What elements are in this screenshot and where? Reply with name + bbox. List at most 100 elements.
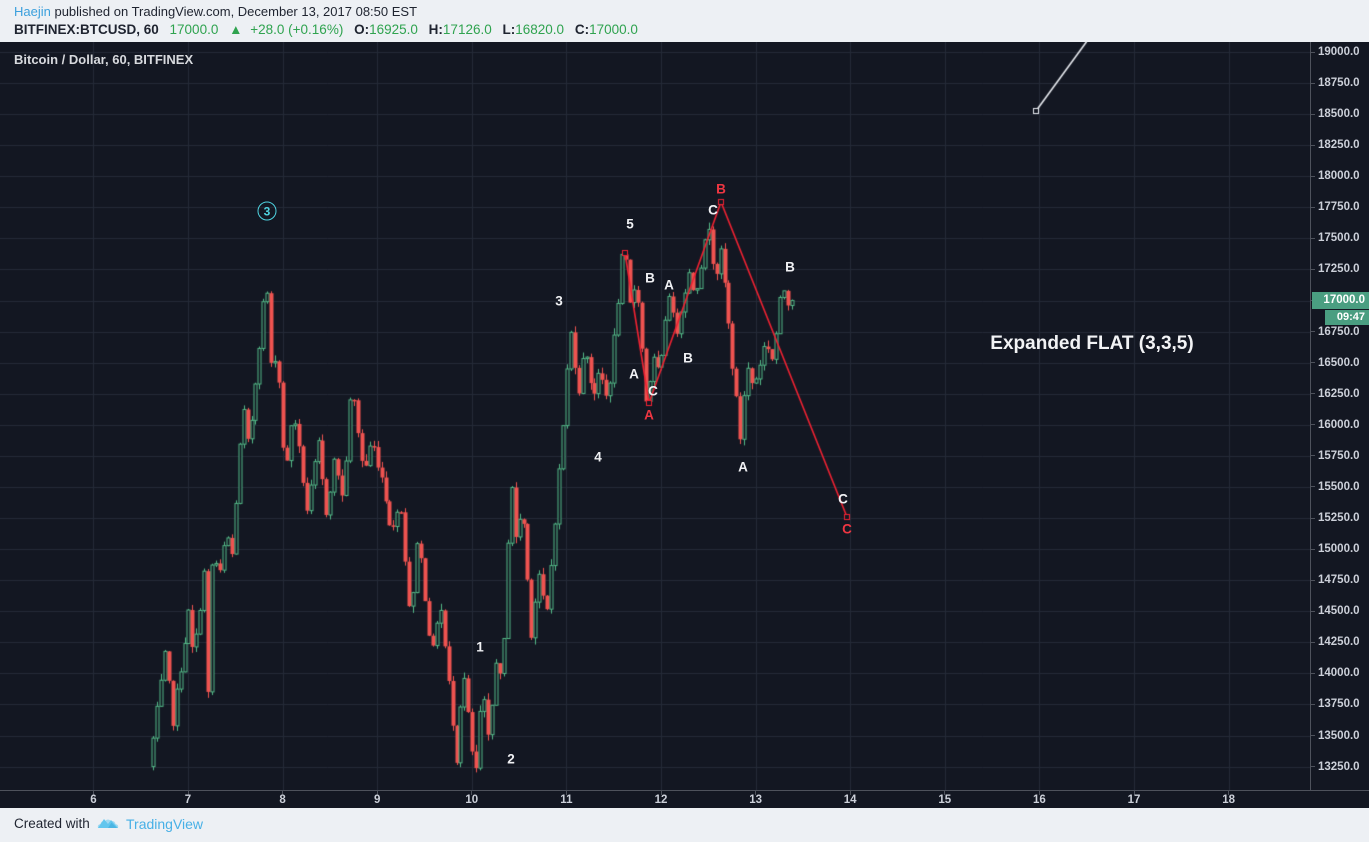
time-axis-label: 13	[749, 794, 762, 806]
price-tick	[1311, 735, 1315, 737]
wave-label-b: B	[645, 270, 655, 286]
price-tick	[1311, 175, 1315, 177]
time-tick	[282, 791, 284, 795]
price-tick	[1311, 51, 1315, 53]
price-tick	[1311, 579, 1315, 581]
price-axis-label: 14000.0	[1318, 667, 1360, 680]
price-tick	[1311, 766, 1315, 768]
created-with-text: Created with	[14, 816, 90, 831]
tradingview-brand-link[interactable]: TradingView	[126, 816, 204, 832]
price-axis[interactable]: 17000.0 09:47 19000.0 18750.0 18500.0 18250…	[1310, 42, 1369, 790]
wave-label-b: B	[683, 350, 693, 366]
wave-label-a: A	[664, 277, 674, 293]
price-axis-label: 19000.0	[1318, 46, 1360, 58]
tradingview-logo-icon[interactable]	[96, 815, 120, 833]
wave-label-2: 2	[507, 751, 515, 767]
wave-circled-3-label: 3	[257, 201, 277, 221]
time-axis-label: 9	[373, 794, 381, 806]
price-axis-label: 18000.0	[1318, 170, 1360, 183]
time-axis-label: 11	[560, 794, 573, 806]
low-value: 16820.0	[515, 22, 565, 37]
wave-label-5: 5	[626, 216, 634, 232]
price-axis-label: 15250.0	[1318, 512, 1360, 525]
low-label: L:	[502, 22, 516, 37]
time-axis-label: 16	[1032, 794, 1046, 806]
snapshot-footer: Created with TradingView	[0, 808, 1369, 842]
time-axis[interactable]: 6 7 8 9 10 11 12 13 14 15 16 17 18	[0, 790, 1369, 808]
price-tick	[1311, 610, 1315, 612]
time-axis-label: 12	[654, 794, 668, 806]
publish-text: published on TradingView.com, December 1…	[50, 4, 418, 19]
time-tick	[187, 791, 189, 795]
wave-label-c: C	[708, 202, 718, 218]
wave-label-4: 4	[594, 449, 602, 465]
last-price: 17000.0	[169, 22, 219, 37]
price-tick	[1311, 144, 1315, 146]
time-axis-label: 10	[465, 794, 479, 806]
time-tick	[849, 791, 851, 795]
close-label: C:	[574, 22, 590, 37]
open-value: 16925.0	[369, 22, 418, 37]
time-tick	[376, 791, 378, 795]
close-value: 17000.0	[589, 22, 638, 37]
price-tick	[1311, 268, 1315, 270]
time-tick	[92, 791, 94, 795]
snapshot-header: Haejin published on TradingView.com, Dec…	[0, 0, 1369, 42]
price-axis-label: 17750.0	[1318, 201, 1360, 214]
candlestick-chart-canvas[interactable]	[0, 42, 1310, 790]
time-tick	[944, 791, 946, 795]
bar-countdown-badge: 09:47	[1325, 310, 1369, 326]
price-tick	[1311, 641, 1315, 643]
symbol-ohlc-row: BITFINEX:BTCUSD, 60 17000.0 ▲ +28.0 (+0.…	[14, 22, 638, 37]
symbol-label: BITFINEX:BTCUSD, 60	[14, 22, 159, 37]
price-tick	[1311, 703, 1315, 705]
expanded-flat-annotation: Expanded FLAT (3,3,5)	[990, 333, 1194, 354]
red-wave-label-c: C	[842, 521, 852, 537]
high-label: H:	[428, 22, 443, 37]
time-tick	[755, 791, 757, 795]
price-tick	[1311, 486, 1315, 488]
last-price-badge: 17000.0	[1312, 292, 1369, 310]
time-axis-label: 6	[90, 794, 97, 806]
price-change: +28.0 (+0.16%)	[250, 22, 344, 37]
price-axis-label: 17250.0	[1318, 263, 1360, 276]
price-tick	[1311, 82, 1315, 84]
wave-circled-3-text: 3	[263, 204, 271, 218]
wave-label-a: A	[738, 459, 748, 475]
price-tick	[1311, 237, 1315, 239]
chart-legend[interactable]: Bitcoin / Dollar, 60, BITFINEX	[14, 52, 194, 67]
price-axis-label: 14750.0	[1318, 574, 1360, 587]
time-axis-label: 18	[1222, 794, 1235, 806]
time-tick	[1133, 791, 1135, 795]
price-axis-label: 15000.0	[1318, 543, 1360, 556]
time-tick	[660, 791, 662, 795]
wave-label-c: C	[838, 491, 848, 507]
time-axis-label: 14	[843, 794, 857, 806]
wave-label-a: A	[629, 366, 639, 382]
price-tick	[1311, 517, 1315, 519]
high-value: 17126.0	[442, 22, 492, 37]
price-tick	[1311, 331, 1315, 333]
time-tick	[1228, 791, 1230, 795]
price-axis-label: 18500.0	[1318, 108, 1360, 121]
price-tick	[1311, 362, 1315, 364]
price-tick	[1311, 548, 1315, 550]
price-axis-label: 18250.0	[1318, 139, 1360, 152]
price-axis-label: 17500.0	[1318, 232, 1360, 245]
price-tick	[1311, 424, 1315, 426]
price-axis-label: 14250.0	[1318, 636, 1360, 649]
time-axis-label: 7	[184, 794, 192, 806]
open-label: O:	[354, 22, 370, 37]
price-axis-label: 16000.0	[1318, 418, 1360, 431]
red-wave-label-a: A	[644, 407, 654, 423]
price-axis-label: 14500.0	[1318, 605, 1360, 618]
chart-pane[interactable]: Bitcoin / Dollar, 60, BITFINEX 3 Expande…	[0, 42, 1310, 790]
price-axis-label: 13750.0	[1318, 698, 1360, 711]
price-tick	[1311, 455, 1315, 457]
price-tick	[1311, 206, 1315, 208]
up-arrow-icon: ▲	[229, 22, 243, 37]
time-tick	[565, 791, 567, 795]
author-name[interactable]: Haejin	[14, 4, 51, 19]
time-axis-label: 8	[279, 794, 286, 806]
price-axis-label: 13500.0	[1318, 729, 1360, 742]
